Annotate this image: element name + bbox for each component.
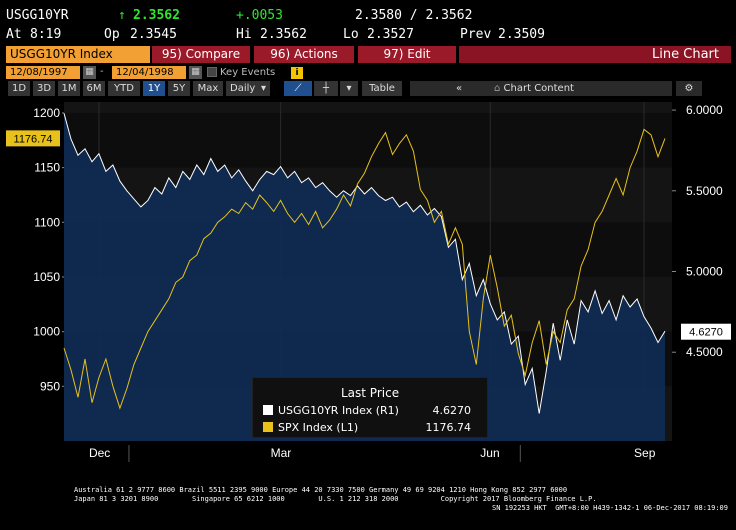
right-tick-label: 6.0000 [686, 103, 723, 117]
footer-line-1: Australia 61 2 9777 8600 Brazil 5511 239… [74, 486, 568, 494]
spx-current-value: 1176.74 [14, 133, 53, 145]
footer: Australia 61 2 9777 8600 Brazil 5511 239… [74, 486, 736, 512]
chevron-down-icon[interactable]: ▾ [340, 81, 358, 96]
low-value: 2.3527 [367, 27, 414, 42]
date-range-row: 12/08/1997 ▦ - 12/04/1998 ▦ Key Events i [0, 64, 736, 81]
legend: Last Price USGG10YR Index (R1) 4.6270 SP… [252, 377, 488, 438]
yield-current-tag [681, 323, 731, 340]
spx-line [63, 128, 666, 410]
chevron-down-icon: ▾ [260, 83, 266, 94]
period-1y[interactable]: 1Y [143, 81, 165, 96]
frequency-select[interactable]: Daily ▾ [226, 81, 270, 96]
legend-value: 1176.74 [425, 421, 472, 434]
table-button[interactable]: Table [362, 81, 402, 96]
usgg10yr-area [64, 113, 665, 442]
left-tick-label: 1100 [34, 215, 60, 229]
actions-button[interactable]: 96) Actions [254, 46, 354, 63]
ticker-symbol: USGG10YR [6, 8, 69, 23]
frequency-value: Daily [230, 83, 256, 94]
grid-band [64, 112, 672, 168]
chart-toolbar: 1D 3D 1M 6M YTD 1Y 5Y Max Daily ▾ ⟋ ┼ ▾ T… [0, 81, 736, 97]
line-chart: 1200 1150 1100 1050 1000 950 6.0000 5.5000 5.000… [6, 102, 731, 462]
legend-title: Last Price [341, 386, 400, 400]
command-bar: USGG10YR Index 95) Compare 96) Actions 9… [0, 46, 736, 64]
info-icon[interactable]: i [291, 67, 303, 79]
left-tick-label: 1200 [33, 106, 60, 120]
x-tick-label: Mar [271, 446, 292, 460]
calendar-icon[interactable]: ▦ [83, 66, 96, 79]
calendar-icon[interactable]: ▦ [189, 66, 202, 79]
crosshair-icon[interactable]: ┼ [314, 81, 338, 96]
plot-area [63, 102, 672, 442]
period-6m[interactable]: 6M [83, 81, 105, 96]
edit-button[interactable]: 97) Edit [358, 46, 456, 63]
left-tick-label: 950 [40, 379, 60, 393]
last-price: 2.3562 [133, 8, 180, 23]
right-tick-label: 4.5000 [686, 345, 723, 359]
prev-value: 2.3509 [498, 27, 545, 42]
legend-label: SPX Index (L1) [278, 421, 359, 434]
spx-current-tag [6, 130, 60, 147]
period-5y[interactable]: 5Y [168, 81, 190, 96]
at-label: At [6, 27, 22, 42]
high-value: 2.3562 [260, 27, 307, 42]
legend-value: 4.6270 [432, 404, 472, 417]
period-ytd[interactable]: YTD [108, 81, 140, 96]
right-tick-label: 5.0000 [686, 265, 723, 279]
period-1m[interactable]: 1M [58, 81, 80, 96]
left-tick-label: 1050 [33, 270, 60, 284]
quote-time: 8:19 [30, 27, 62, 42]
left-tick-label: 1150 [34, 161, 60, 175]
low-label: Lo [343, 27, 359, 42]
quote-header: USGG10YR ↑ 2.3562 +.0053 2.3580 / 2.3562… [0, 0, 736, 46]
high-label: Hi [236, 27, 252, 42]
yield-current-value: 4.6270 [689, 327, 723, 339]
period-3d[interactable]: 3D [33, 81, 55, 96]
up-arrow-icon: ↑ [118, 8, 126, 23]
left-tick-label: 1000 [33, 325, 60, 339]
period-max[interactable]: Max [193, 81, 223, 96]
net-change: +.0053 [236, 8, 283, 23]
gear-icon[interactable]: ⚙ [676, 81, 702, 96]
legend-swatch [263, 405, 273, 415]
legend-item-spx: SPX Index (L1) 1176.74 [263, 421, 479, 435]
open-value: 2.3545 [130, 27, 177, 42]
bid-ask: 2.3580 / 2.3562 [355, 8, 473, 23]
open-label: Op [104, 27, 120, 42]
footer-line-3: SN 192253 HKT GMT+8:00 H439-1342-1 06-De… [491, 504, 728, 512]
x-tick-label: Sep [634, 446, 656, 460]
x-tick-label: Dec [89, 446, 110, 460]
start-date-input[interactable]: 12/08/1997 [6, 66, 80, 79]
compare-button[interactable]: 95) Compare [152, 46, 250, 63]
end-date-input[interactable]: 12/04/1998 [112, 66, 186, 79]
chart-content-button[interactable]: ⌂ Chart Content [486, 81, 672, 96]
range-dash-icon: - [100, 66, 104, 77]
usgg10yr-line [63, 113, 666, 414]
key-events-label: Key Events [220, 67, 276, 78]
chart-view-title[interactable]: Line Chart [459, 46, 731, 63]
legend-item-usgg10yr: USGG10YR Index (R1) 4.6270 [263, 404, 479, 418]
x-tick-label: Jun [480, 446, 499, 460]
line-chart-icon[interactable]: ⟋ [284, 81, 312, 96]
key-events-checkbox[interactable] [207, 67, 217, 77]
period-1d[interactable]: 1D [8, 81, 30, 96]
footer-line-2: Japan 81 3 3201 8900 Singapore 65 6212 1… [74, 495, 597, 503]
right-tick-label: 5.5000 [686, 184, 723, 198]
chart-content-label: Chart Content [503, 83, 574, 94]
chart-icon: ⌂ [494, 83, 504, 94]
prev-label: Prev [460, 27, 492, 42]
legend-label: USGG10YR Index (R1) [278, 404, 399, 417]
legend-swatch [263, 422, 273, 432]
security-field[interactable]: USGG10YR Index [6, 46, 150, 63]
